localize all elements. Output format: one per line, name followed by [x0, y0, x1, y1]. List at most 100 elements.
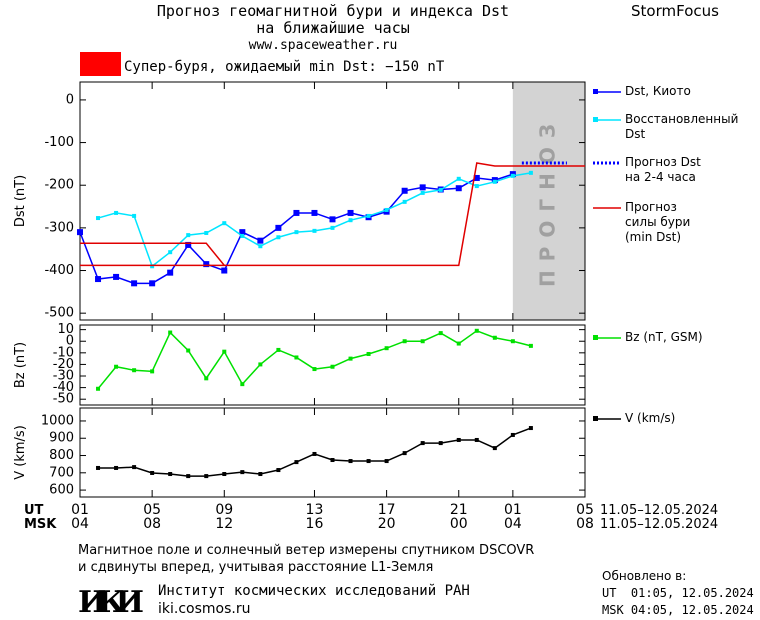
data-point — [239, 229, 246, 236]
y-tick-label: -500 — [44, 306, 74, 321]
legend-label: V (km/s) — [625, 411, 676, 425]
x-tick-label: 05 — [143, 502, 161, 518]
legend-marker — [593, 117, 598, 122]
data-point — [114, 210, 119, 215]
data-point — [240, 233, 245, 238]
data-point — [275, 224, 282, 231]
data-point — [366, 213, 371, 218]
data-point — [330, 364, 335, 369]
data-point — [438, 187, 443, 192]
data-point — [438, 441, 443, 446]
y-tick-label: 0 — [66, 92, 74, 107]
x-tick-label-msk: 08 — [143, 516, 161, 532]
data-point — [204, 474, 209, 479]
data-point — [258, 362, 263, 367]
data-point — [366, 351, 371, 356]
panel-frame — [79, 324, 586, 406]
data-point — [132, 465, 137, 470]
data-point — [204, 376, 209, 381]
x-tick-label: 01 — [504, 502, 522, 518]
y-tick-label: 1000 — [41, 413, 74, 428]
data-point — [203, 261, 210, 268]
data-point — [528, 170, 533, 175]
data-point — [258, 472, 263, 477]
data-point — [384, 207, 389, 212]
y-tick-label: -10 — [53, 345, 74, 360]
legend-label: Bz (nT, GSM) — [625, 330, 703, 344]
x-tick-label-msk: 08 — [576, 516, 594, 532]
y-tick-label: 10 — [57, 322, 74, 337]
site: www.spaceweather.ru — [249, 38, 398, 53]
data-point — [113, 273, 120, 280]
data-point — [420, 339, 425, 344]
annotation-swatch — [80, 52, 121, 76]
y-tick-label: 600 — [49, 483, 74, 498]
data-point — [222, 472, 227, 477]
x-tick-label-msk: 16 — [306, 516, 324, 532]
brand: StormFocus — [631, 2, 719, 20]
data-point — [204, 230, 209, 235]
y-tick-label: -30 — [53, 369, 74, 384]
x-tick-label: 01 — [71, 502, 89, 518]
logo: ИКИ — [78, 585, 144, 620]
y-tick-label: 800 — [49, 448, 74, 463]
data-point — [96, 216, 101, 221]
x-tick-label: 09 — [215, 502, 233, 518]
data-point — [312, 451, 317, 456]
data-point — [258, 244, 263, 249]
data-point — [131, 280, 138, 287]
data-point — [95, 276, 102, 283]
data-point — [384, 346, 389, 351]
x-tick-label: 05 — [576, 502, 594, 518]
data-point — [276, 347, 281, 352]
note: Магнитное поле и солнечный ветер измерен… — [78, 543, 534, 558]
data-point — [510, 173, 515, 178]
legend-label: Dst, Киото — [625, 84, 691, 98]
y-tick-label: -40 — [53, 380, 74, 395]
data-point — [348, 218, 353, 223]
data-point — [348, 459, 353, 464]
y-tick-label: -100 — [44, 135, 74, 150]
data-point — [276, 235, 281, 240]
data-point — [257, 237, 264, 244]
title: на ближайшие часы — [256, 19, 410, 37]
x-tick-label: 13 — [306, 502, 324, 518]
data-point — [294, 230, 299, 235]
data-point — [186, 233, 191, 238]
data-point — [366, 459, 371, 464]
data-point — [474, 328, 479, 333]
x-tick-label-msk: 00 — [450, 516, 468, 532]
data-point — [473, 174, 480, 181]
forecast-label: ПРОГНОЗ — [535, 115, 559, 287]
y-tick-label: -50 — [53, 392, 74, 407]
note: и сдвинуты вперед, учитывая расстояние L… — [78, 560, 433, 575]
data-point — [185, 241, 192, 248]
data-point — [114, 364, 119, 369]
data-point — [168, 330, 173, 335]
data-point — [402, 339, 407, 344]
data-point — [420, 190, 425, 195]
data-point — [492, 446, 497, 451]
data-point — [402, 199, 407, 204]
data-point — [330, 458, 335, 463]
date-range: 11.05–12.05.2024 — [600, 503, 718, 518]
legend-marker — [593, 89, 598, 94]
y-tick-label: -200 — [44, 178, 74, 193]
data-point — [167, 269, 174, 276]
data-point — [492, 335, 497, 340]
data-point — [474, 184, 479, 189]
y-tick-label: 0 — [66, 334, 74, 349]
data-point — [168, 250, 173, 255]
legend-marker — [593, 335, 598, 340]
data-point — [96, 465, 101, 470]
data-point — [293, 209, 300, 216]
institute: Институт космических исследований РАН — [158, 583, 470, 599]
y-tick-label: 700 — [49, 465, 74, 480]
data-point — [132, 368, 137, 373]
data-point — [221, 267, 228, 274]
annotation: Супер-буря, ожидаемый min Dst: −150 nT — [124, 59, 445, 75]
data-point — [528, 343, 533, 348]
data-point — [294, 355, 299, 360]
y-tick-label: -20 — [53, 357, 74, 372]
